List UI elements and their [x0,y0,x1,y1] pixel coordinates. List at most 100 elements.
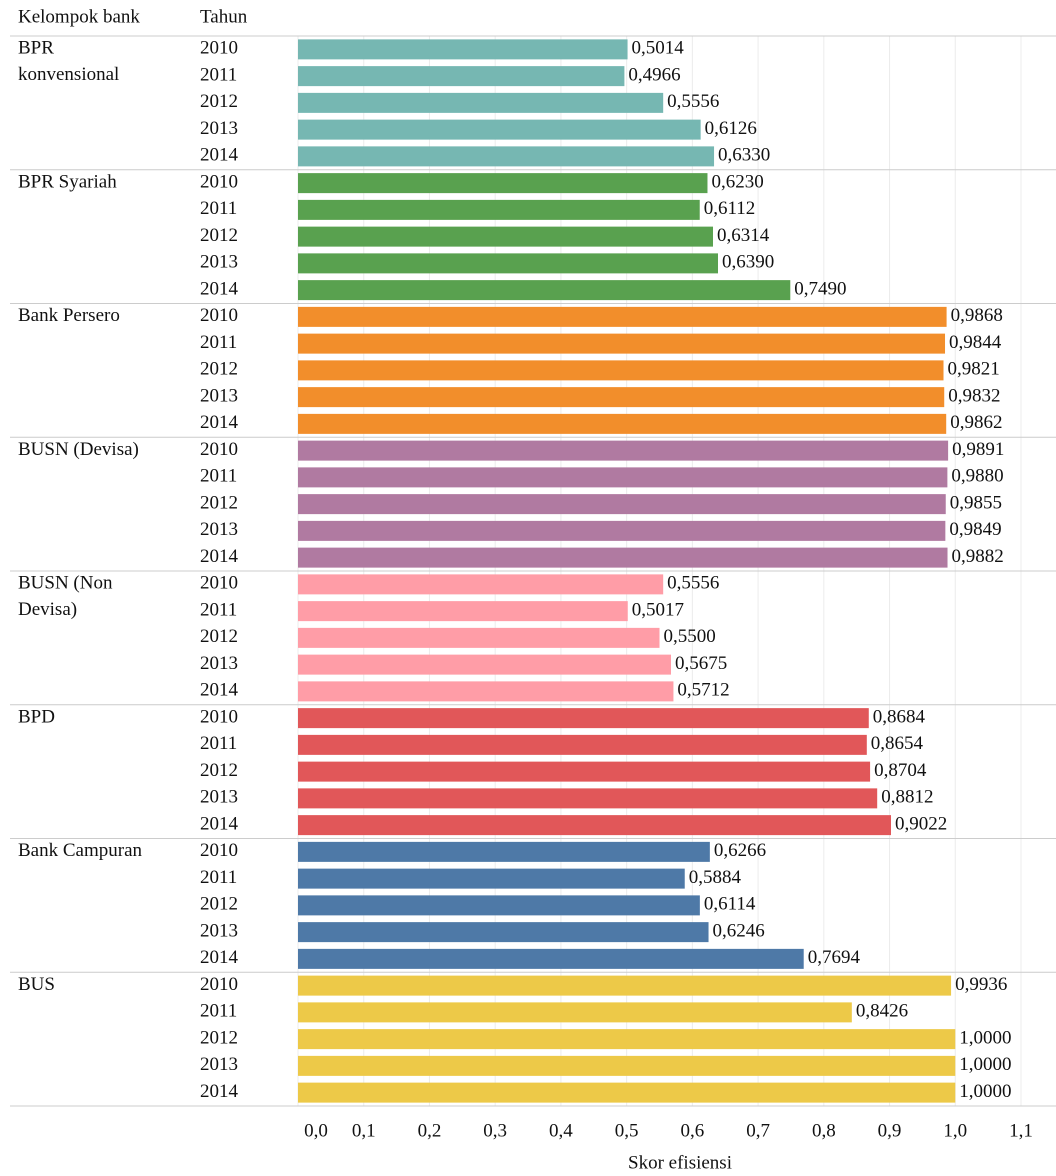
x-tick-label: 1,1 [1009,1120,1033,1141]
header-label: Kelompok bank [18,6,140,27]
x-tick-label: 0,7 [746,1120,770,1141]
value-label: 1,0000 [959,1054,1011,1075]
value-label: 0,7694 [808,947,861,968]
y-tick-label: 2014 [200,546,239,567]
value-label: 0,5017 [632,599,684,620]
y-tick-label: 2011 [200,466,237,487]
group-label-line: BPR [18,38,59,59]
value-label: 0,9022 [895,813,947,834]
value-label: 0,9880 [951,466,1003,487]
y-tick-label: 2010 [200,38,238,59]
header-label: Tahun [200,6,248,27]
bar [298,467,948,488]
y-tick-label: 2011 [200,64,237,85]
value-label: 0,5556 [667,91,719,112]
bar [298,601,628,622]
value-label: 0,9844 [949,332,1002,353]
y-tick-label: 2014 [200,947,239,968]
bar [298,922,709,943]
y-tick-label: 2013 [200,787,238,808]
y-tick-label: 2011 [200,1001,237,1022]
value-label: 0,9849 [949,519,1001,540]
y-tick-label: 2014 [200,1081,239,1102]
value-label: 0,9868 [951,305,1003,326]
y-tick-label: 2013 [200,519,238,540]
bar [298,1055,956,1076]
bar [298,681,674,702]
y-tick-label: 2013 [200,920,238,941]
bar [298,360,944,381]
bar [298,199,700,220]
x-tick-label: 0,9 [878,1120,902,1141]
bar [298,173,708,194]
value-label: 0,9936 [955,974,1007,995]
bar [298,895,700,916]
y-tick-label: 2013 [200,385,238,406]
value-label: 0,9882 [952,546,1004,567]
value-label: 0,6114 [704,894,756,915]
bar [298,253,718,274]
value-label: 0,8704 [874,760,927,781]
bar [298,306,947,327]
x-tick-label: 0,0 [304,1120,328,1141]
x-tick-label: 1,0 [943,1120,967,1141]
y-tick-label: 2014 [200,145,239,166]
group-label: Bank Campuran [18,840,143,861]
bar [298,654,672,675]
y-tick-label: 2011 [200,332,237,353]
y-tick-label: 2014 [200,278,239,299]
y-tick-label: 2010 [200,974,238,995]
value-label: 0,9832 [948,385,1000,406]
bar [298,788,878,809]
group-label-line: konvensional [18,64,119,85]
value-label: 0,5014 [632,38,685,59]
value-label: 0,5675 [675,653,727,674]
value-label: 0,9821 [948,359,1000,380]
y-tick-label: 2010 [200,840,238,861]
y-tick-label: 2013 [200,118,238,139]
bar [298,440,949,461]
y-tick-label: 2014 [200,412,239,433]
value-label: 0,5884 [689,867,742,888]
y-tick-label: 2011 [200,599,237,620]
bar [298,333,946,354]
y-tick-label: 2014 [200,813,239,834]
y-tick-label: 2010 [200,706,238,727]
bar [298,868,685,889]
bar [298,841,710,862]
group-label: BUSN (Non Devisa) [18,573,117,621]
y-tick-label: 2012 [200,760,238,781]
group-label: BPD [18,706,55,727]
x-tick-label: 0,1 [352,1120,376,1141]
y-tick-label: 2012 [200,626,238,647]
y-tick-label: 2011 [200,198,237,219]
value-label: 0,7490 [794,278,846,299]
x-axis-title: Skor efisiensi [628,1152,732,1173]
value-label: 0,5556 [667,573,719,594]
bar [298,66,625,87]
group-label-line: Devisa) [18,599,77,620]
y-tick-label: 2010 [200,573,238,594]
value-label: 0,5712 [677,680,729,701]
y-tick-label: 2012 [200,1027,238,1048]
bar [298,1029,956,1050]
value-label: 0,6266 [714,840,766,861]
group-label: Bank Persero [18,305,120,326]
group-label: BPR konvensional [18,38,119,86]
value-label: 0,8426 [856,1001,908,1022]
y-tick-label: 2012 [200,225,238,246]
y-tick-label: 2012 [200,492,238,513]
bar [298,734,867,755]
x-tick-label: 0,2 [418,1120,442,1141]
y-tick-label: 2012 [200,91,238,112]
group-label-line: BUSN (Non [18,573,117,594]
bar [298,948,804,969]
value-label: 0,8654 [871,733,924,754]
value-label: 0,6126 [705,118,757,139]
y-tick-label: 2013 [200,653,238,674]
bar [298,547,948,568]
bar [298,387,945,408]
x-tick-label: 0,6 [680,1120,704,1141]
y-tick-label: 2012 [200,359,238,380]
value-label: 1,0000 [959,1081,1011,1102]
